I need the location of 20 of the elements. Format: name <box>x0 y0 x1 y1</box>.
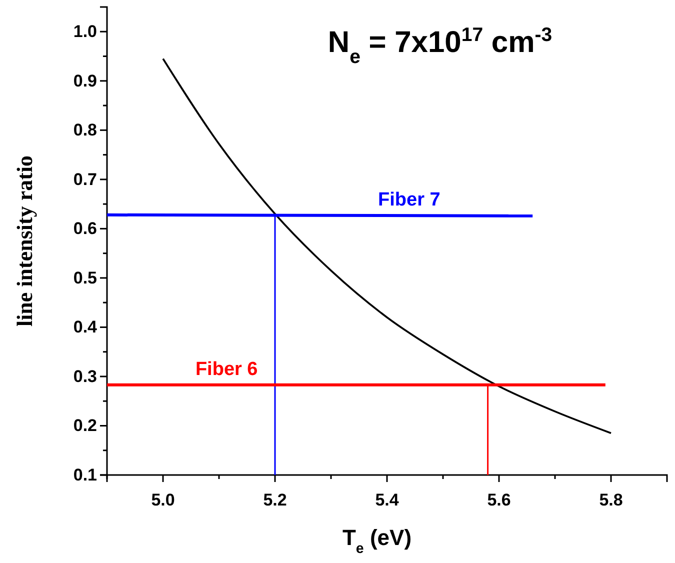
y-tick-label: 0.4 <box>73 318 98 337</box>
x-tick-label: 5.4 <box>375 490 400 510</box>
y-tick-label: 0.8 <box>73 120 97 140</box>
x-tick-label: 5.8 <box>599 490 623 510</box>
y-tick-label: 0.7 <box>73 170 97 189</box>
x-tick-label: 5.6 <box>487 490 511 510</box>
y-tick-label: 0.1 <box>73 465 97 484</box>
y-tick-label: 0.3 <box>73 366 97 386</box>
text: N$_{e}$ = 7x10$^{17}$ cm$^{-3}$ <box>328 24 552 68</box>
y-tick-label: 0.6 <box>73 219 97 238</box>
x-tick-label: 5.2 <box>263 490 287 510</box>
x-tick-label: 5.0 <box>151 490 175 510</box>
y-tick-label: 0.9 <box>73 71 97 90</box>
y-tick-label: 0.2 <box>73 416 97 436</box>
x-axis-title: T$_{e}$ (eV) <box>342 525 412 557</box>
y-tick-label: 0.5 <box>73 268 97 288</box>
series-label: Fiber 6 <box>195 358 258 380</box>
y-axis-title: line intensity ratio <box>12 155 37 327</box>
series-label: Fiber 7 <box>378 190 440 211</box>
y-tick-label: 1.0 <box>73 22 97 42</box>
